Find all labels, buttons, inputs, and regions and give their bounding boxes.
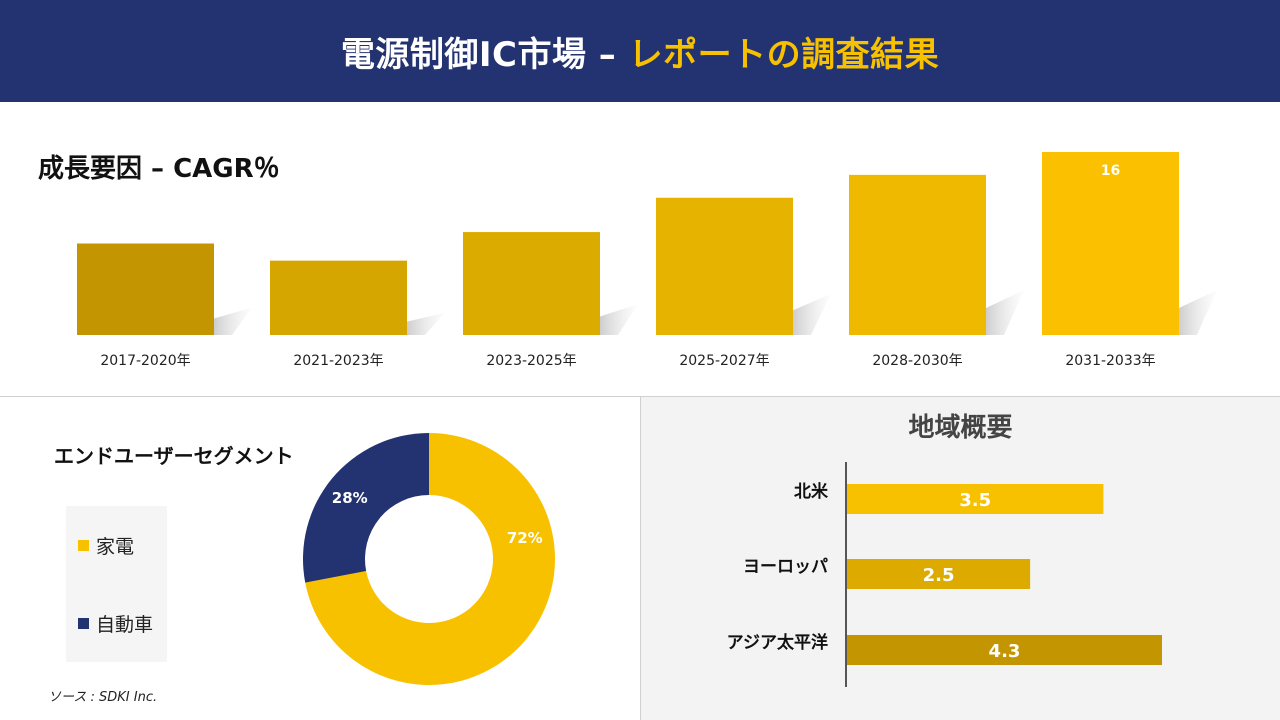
region-value-label: 4.3 xyxy=(989,641,1021,662)
vertical-divider xyxy=(640,397,641,720)
bar-1 xyxy=(77,243,214,335)
region-value-label: 2.5 xyxy=(923,565,955,586)
end-user-legend: 家電 自動車 xyxy=(66,506,167,662)
x-tick-label: 2017-2020年 xyxy=(100,353,190,369)
region-bar-2 xyxy=(847,559,1031,589)
region-category-label: アジア太平洋 xyxy=(727,632,828,653)
end-user-donut-chart: 72% 28% xyxy=(303,433,555,685)
region-bar-3 xyxy=(847,635,1162,665)
title-accent: レポートの調査結果 xyxy=(628,34,940,75)
horizontal-divider xyxy=(0,396,1280,397)
bar-shadow xyxy=(986,290,1024,335)
bar-2 xyxy=(270,260,407,335)
bar-shadow xyxy=(793,293,831,335)
legend-label-automotive: 自動車 xyxy=(96,614,154,636)
data-label: 16 xyxy=(1101,163,1120,179)
donut-slice-1 xyxy=(305,433,555,685)
bar-shadow xyxy=(214,307,252,335)
region-bar-1 xyxy=(847,484,1104,514)
legend-swatch-consumer xyxy=(78,540,89,551)
bar-shadow xyxy=(1179,290,1217,335)
bar-4 xyxy=(656,197,793,335)
page-title: 電源制御IC市場 – レポートの調査結果 xyxy=(341,27,939,76)
region-category-label: 北米 xyxy=(794,481,829,502)
region-bar-chart: 3.5 北米 2.5 ヨーロッパ 4.3 アジア太平洋 xyxy=(727,462,1162,687)
region-category-label: ヨーロッパ xyxy=(743,557,828,577)
region-value-label: 3.5 xyxy=(959,490,991,511)
x-tick-label: 2023-2025年 xyxy=(486,353,576,369)
legend-item-consumer: 家電 xyxy=(78,532,134,559)
x-tick-label: 2028-2030年 xyxy=(872,353,962,369)
region-panel: 地域概要 3.5 北米 2.5 ヨーロッパ 4.3 アジア太平洋 xyxy=(641,397,1280,720)
header-banner: 電源制御IC市場 – レポートの調査結果 xyxy=(0,0,1280,102)
slice-label: 72% xyxy=(507,529,543,547)
bar-3 xyxy=(463,232,600,335)
bar-5 xyxy=(849,174,986,335)
growth-bar-chart: 2017-2020年 2021-2023年 2023-2025年 2025-2027年… xyxy=(77,152,1217,369)
x-tick-label: 2021-2023年 xyxy=(293,353,383,369)
bar-6 xyxy=(1042,152,1179,335)
legend-swatch-automotive xyxy=(78,618,89,629)
legend-item-automotive: 自動車 xyxy=(78,610,153,637)
region-title: 地域概要 xyxy=(908,413,1013,443)
source-note: ソース : SDKI Inc. xyxy=(48,690,158,705)
donut-slice-2 xyxy=(303,433,429,583)
x-tick-label: 2025-2027年 xyxy=(679,353,769,369)
bar-shadow xyxy=(407,312,445,335)
bar-shadow xyxy=(600,304,638,335)
growth-chart-title: 成長要因 – CAGR％ xyxy=(38,154,280,184)
end-user-title: エンドユーザーセグメント xyxy=(54,444,294,468)
legend-label-consumer: 家電 xyxy=(96,536,135,558)
slice-label: 28% xyxy=(332,489,368,507)
title-main: 電源制御IC市場 – xyxy=(340,34,629,75)
x-tick-label: 2031-2033年 xyxy=(1065,353,1155,369)
